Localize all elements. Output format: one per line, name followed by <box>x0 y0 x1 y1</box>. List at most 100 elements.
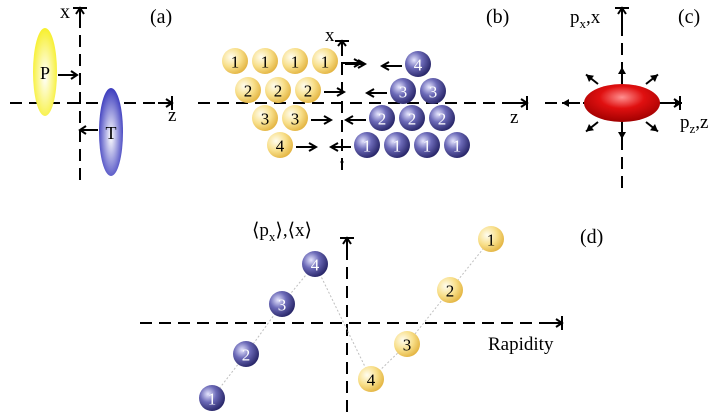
target-point: 3 <box>269 291 295 317</box>
target-nucleon-sphere <box>444 132 470 158</box>
target-nucleon-label: 1 <box>423 137 432 156</box>
target-nucleon-sphere <box>420 78 446 104</box>
panel-a-z-axis-arrow <box>158 96 174 110</box>
projectile-label: P <box>40 63 50 83</box>
flow-arrow-head <box>650 124 658 132</box>
panel-a-x-axis-arrow <box>73 6 87 24</box>
target-nucleons: 43 32 2 21 1 1 1 <box>354 51 470 158</box>
panel-d-y-label: ⟨px⟩,⟨x⟩ <box>252 220 312 244</box>
projectile-nucleon-sphere <box>252 48 278 74</box>
target-nucleon-label: 2 <box>438 110 447 129</box>
target-nucleon-label: 2 <box>378 110 387 129</box>
target-nucleon: 1 <box>414 132 440 158</box>
flow-arrow-head <box>675 99 682 107</box>
target-nucleon-sphere <box>414 132 440 158</box>
projectile-nucleon: 1 <box>282 48 308 74</box>
panel-a-tag: (a) <box>150 6 172 28</box>
projectile-nucleon-label: 2 <box>244 82 253 101</box>
target-nucleon-label: 2 <box>408 110 417 129</box>
flow-arrow-head <box>586 74 594 82</box>
target-nucleon: 3 <box>420 78 446 104</box>
projectile-nucleon: 1 <box>312 48 338 74</box>
projectile-nucleon: 3 <box>252 105 278 131</box>
target-nucleon-label: 1 <box>363 137 372 156</box>
projectile-point-sphere <box>478 226 504 252</box>
projectile-point-sphere <box>358 366 384 392</box>
target-nucleon-label: 4 <box>414 56 423 75</box>
target-point-sphere <box>302 251 328 277</box>
target-row-arrow <box>343 115 366 125</box>
projectile-nucleon-label: 1 <box>261 53 270 72</box>
flow-connector <box>211 238 492 399</box>
panel-a-z-label: z <box>168 105 176 126</box>
target-arrow <box>78 125 98 135</box>
target-nucleon: 1 <box>354 132 380 158</box>
target-nucleon: 2 <box>429 105 455 131</box>
projectile-nucleon-label: 1 <box>231 53 240 72</box>
projectile-nucleon-label: 2 <box>304 82 313 101</box>
panel-d-tag: (d) <box>580 226 603 248</box>
projectile-nucleon: 1 <box>252 48 278 74</box>
target-row-arrow <box>379 61 402 71</box>
projectile-point-label: 2 <box>446 282 455 301</box>
projectile-nucleon-label: 2 <box>274 82 283 101</box>
target-point-label: 1 <box>208 390 217 409</box>
projectile-nucleus <box>33 28 57 116</box>
projectile-point-label: 4 <box>367 371 376 390</box>
panel-b-z-label: z <box>510 107 518 128</box>
flow-arrow-head <box>650 74 658 82</box>
projectile-nucleons: 1 1 1 12 2 23 34 <box>222 48 338 158</box>
projectile-point: 3 <box>394 331 420 357</box>
target-point-sphere <box>199 385 225 411</box>
projectile-nucleon-label: 4 <box>276 137 285 156</box>
fireball-flow-arrows <box>562 67 682 139</box>
flow-arrow-head <box>586 124 594 132</box>
panel-b-x-axis-arrow <box>335 39 349 56</box>
panel-b-axis-guide-arrow <box>345 59 368 69</box>
projectile-nucleon-sphere <box>267 132 293 158</box>
projectile-point-label: 3 <box>403 336 412 355</box>
target-point-label: 3 <box>278 296 287 315</box>
projectile-nucleon: 2 <box>295 77 321 103</box>
projectile-point: 1 <box>478 226 504 252</box>
panel-b-origin-dot <box>340 160 344 164</box>
flow-arrow-head <box>618 132 626 139</box>
projectile-nucleon-sphere <box>252 105 278 131</box>
target-point: 1 <box>199 385 225 411</box>
projectile-point: 2 <box>437 277 463 303</box>
projectile-nucleon-sphere <box>282 105 308 131</box>
target-nucleon-label: 1 <box>393 137 402 156</box>
projectile-nucleon-sphere <box>312 48 338 74</box>
target-nucleus <box>99 88 123 176</box>
projectile-row-arrow <box>311 115 334 125</box>
projectile-nucleon-sphere <box>295 77 321 103</box>
panel-b-tag: (b) <box>486 6 509 28</box>
panel-d-x-label: Rapidity <box>488 334 554 355</box>
target-point-sphere <box>233 341 259 367</box>
projectile-nucleon-label: 3 <box>261 110 270 129</box>
projectile-point-sphere <box>394 331 420 357</box>
projectile-arrow <box>58 70 79 80</box>
panel-b-x-label: x <box>325 25 335 46</box>
target-nucleon-sphere <box>369 105 395 131</box>
flow-arrow-head <box>618 67 626 74</box>
projectile-nucleon-label: 1 <box>321 53 330 72</box>
target-point-sphere <box>269 291 295 317</box>
target-nucleon: 1 <box>444 132 470 158</box>
projectile-nucleon-label: 3 <box>291 110 300 129</box>
panel-b-z-axis-arrow <box>513 96 529 110</box>
target-nucleon-sphere <box>429 105 455 131</box>
panel-c-vertical-axis-arrow <box>615 6 629 24</box>
target-nucleon: 3 <box>390 78 416 104</box>
projectile-nucleon: 4 <box>267 132 293 158</box>
target-point-label: 2 <box>242 346 251 365</box>
projectile-nucleon-sphere <box>235 77 261 103</box>
target-nucleon-sphere <box>354 132 380 158</box>
projectile-nucleon: 3 <box>282 105 308 131</box>
target-point-label: 4 <box>311 256 320 275</box>
target-nucleon-sphere <box>384 132 410 158</box>
target-nucleon-label: 3 <box>429 83 438 102</box>
projectile-nucleon: 2 <box>265 77 291 103</box>
